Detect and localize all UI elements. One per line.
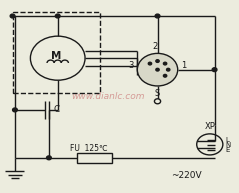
Text: 2: 2 xyxy=(152,41,158,51)
Bar xyxy=(13,12,100,93)
Text: 1: 1 xyxy=(181,61,186,70)
Text: XP: XP xyxy=(205,122,216,131)
Circle shape xyxy=(10,14,15,18)
Circle shape xyxy=(155,14,160,18)
Circle shape xyxy=(148,62,152,65)
Circle shape xyxy=(13,108,17,112)
Text: L: L xyxy=(225,137,229,143)
Text: M: M xyxy=(51,51,62,61)
Circle shape xyxy=(156,68,159,71)
Circle shape xyxy=(163,62,167,65)
Circle shape xyxy=(156,60,159,62)
Circle shape xyxy=(154,99,161,104)
Circle shape xyxy=(137,53,178,86)
Text: N: N xyxy=(225,142,230,148)
Circle shape xyxy=(167,68,170,71)
Text: ~220V: ~220V xyxy=(171,171,201,179)
Circle shape xyxy=(47,156,51,160)
Circle shape xyxy=(212,68,217,72)
Text: www.dianlc.com: www.dianlc.com xyxy=(71,92,144,101)
Text: FU  125℃: FU 125℃ xyxy=(70,144,107,153)
Bar xyxy=(77,153,112,163)
Text: 3: 3 xyxy=(128,61,134,70)
Text: C: C xyxy=(54,105,60,114)
Circle shape xyxy=(55,14,60,18)
Text: S: S xyxy=(155,89,160,98)
Circle shape xyxy=(163,74,167,77)
Text: E: E xyxy=(225,147,230,153)
